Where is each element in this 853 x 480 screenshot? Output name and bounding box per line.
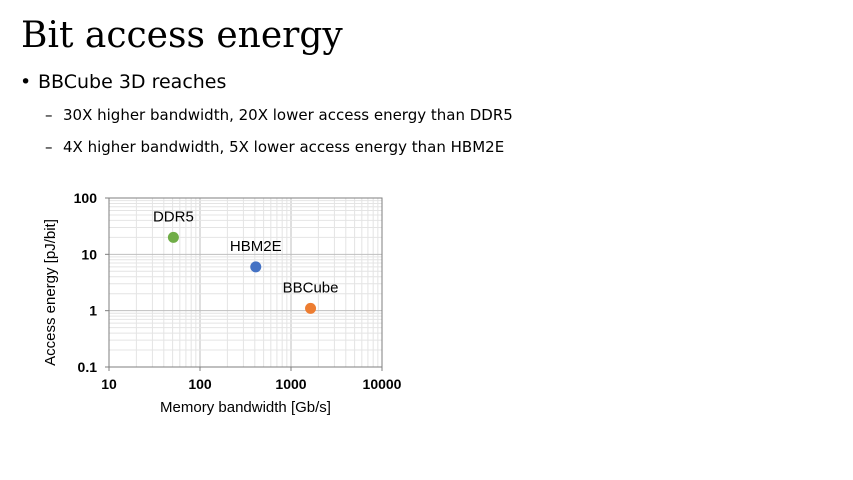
- energy-bandwidth-chart: 10 100 1000 10000 0.1 1 10 100 DDR5 HBM2E BBCube …: [37, 183, 413, 416]
- slide-title: Bit access energy: [21, 15, 343, 56]
- x-axis-label: Memory bandwidth [Gb/s]: [160, 399, 331, 416]
- data-point-hbm2e: [250, 261, 262, 273]
- y-tick-label: 1: [89, 303, 97, 319]
- sub-bullet-marker: –: [45, 106, 53, 124]
- axis-ticks: 10 100 1000 10000 0.1 1 10 100: [74, 190, 402, 392]
- x-tick-label: 10: [101, 376, 117, 392]
- bullet-main-text: BBCube 3D reaches: [38, 71, 227, 93]
- plot-frame: [108, 197, 383, 368]
- bullet-main: • BBCube 3D reaches: [20, 68, 226, 96]
- sub-bullet-hbm2e: –4X higher bandwidth, 5X lower access en…: [45, 136, 504, 158]
- sub-bullet-marker: –: [45, 138, 53, 156]
- data-label-ddr5: DDR5: [153, 208, 194, 225]
- sub-bullet-text: 4X higher bandwidth, 5X lower access ene…: [63, 138, 505, 156]
- y-tick-label: 100: [74, 190, 98, 206]
- sub-bullet-text: 30X higher bandwidth, 20X lower access e…: [63, 106, 513, 124]
- data-point-ddr5: [167, 231, 179, 243]
- y-tick-label: 0.1: [78, 359, 98, 375]
- chart-grid: [109, 198, 382, 367]
- y-tick-label: 10: [81, 246, 97, 262]
- data-point-bbcube: [305, 302, 317, 314]
- y-axis-label: Access energy [pJ/bit]: [42, 219, 59, 366]
- data-label-hbm2e: HBM2E: [230, 238, 282, 255]
- sub-bullet-ddr5: –30X higher bandwidth, 20X lower access …: [45, 104, 513, 126]
- x-tick-label: 1000: [275, 376, 306, 392]
- x-tick-label: 100: [188, 376, 212, 392]
- x-tick-label: 10000: [363, 376, 402, 392]
- data-label-bbcube: BBCube: [283, 279, 339, 296]
- bullet-marker: •: [20, 71, 32, 93]
- data-points: DDR5 HBM2E BBCube: [153, 208, 339, 314]
- chart-background: [37, 183, 413, 416]
